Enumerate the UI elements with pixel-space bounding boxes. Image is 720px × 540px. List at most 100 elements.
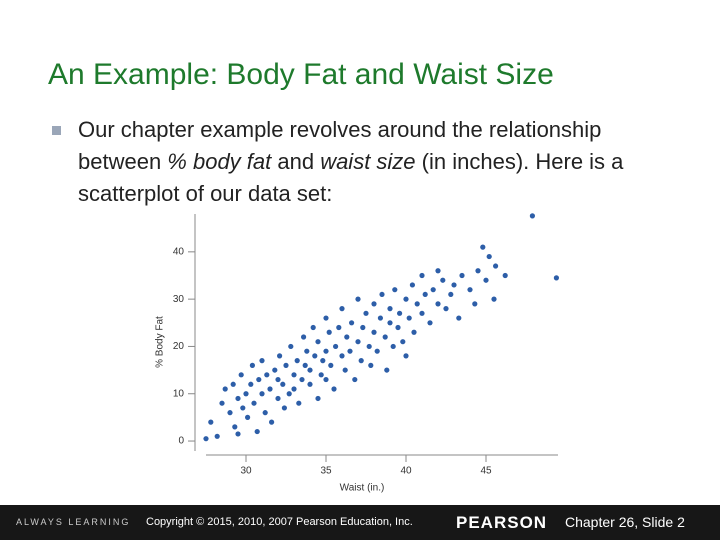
point bbox=[459, 272, 465, 279]
point bbox=[222, 386, 228, 392]
point bbox=[272, 367, 278, 373]
point bbox=[331, 386, 337, 392]
point bbox=[326, 329, 332, 335]
point bbox=[384, 367, 390, 373]
point bbox=[275, 376, 281, 383]
x-tick-label: 40 bbox=[400, 466, 412, 477]
point bbox=[349, 320, 355, 326]
point bbox=[483, 277, 489, 283]
point bbox=[219, 400, 225, 406]
point bbox=[377, 315, 383, 321]
point bbox=[395, 324, 401, 331]
text-italic: % body fat bbox=[167, 149, 272, 174]
point bbox=[366, 343, 372, 350]
y-tick-label: 10 bbox=[173, 388, 185, 399]
point bbox=[259, 391, 265, 397]
bullet-text: Our chapter example revolves around the … bbox=[78, 114, 678, 210]
point bbox=[382, 334, 388, 340]
point bbox=[235, 395, 241, 402]
point bbox=[259, 358, 265, 364]
point bbox=[435, 268, 441, 274]
bullet-marker bbox=[52, 126, 61, 135]
point bbox=[323, 376, 329, 383]
point bbox=[304, 348, 310, 354]
point bbox=[355, 296, 361, 302]
point bbox=[371, 329, 377, 335]
point bbox=[430, 287, 436, 293]
point bbox=[403, 353, 409, 359]
point bbox=[267, 386, 273, 392]
point bbox=[280, 381, 286, 387]
point bbox=[491, 296, 497, 302]
y-tick-label: 40 bbox=[173, 246, 185, 257]
point bbox=[486, 253, 492, 260]
point bbox=[440, 277, 446, 283]
point bbox=[371, 301, 377, 307]
point bbox=[248, 381, 254, 387]
point bbox=[427, 320, 433, 326]
point bbox=[403, 296, 409, 302]
point bbox=[419, 272, 425, 279]
point bbox=[277, 353, 283, 359]
point bbox=[302, 362, 308, 368]
point bbox=[328, 362, 334, 368]
point bbox=[344, 334, 350, 340]
point bbox=[203, 436, 209, 442]
point bbox=[294, 358, 300, 364]
point bbox=[387, 306, 393, 312]
point bbox=[336, 324, 342, 331]
point bbox=[411, 329, 417, 335]
text: and bbox=[271, 149, 321, 174]
slide-number: Chapter 26, Slide 2 bbox=[565, 514, 685, 530]
point bbox=[360, 324, 366, 331]
point bbox=[243, 391, 249, 397]
point bbox=[352, 376, 358, 383]
point bbox=[208, 419, 214, 425]
point bbox=[414, 301, 420, 307]
point bbox=[283, 362, 289, 368]
point bbox=[320, 358, 326, 364]
point bbox=[435, 301, 441, 307]
x-tick-label: 35 bbox=[320, 466, 332, 477]
point bbox=[493, 263, 499, 269]
footer: ALWAYS LEARNING Copyright © 2015, 2010, … bbox=[0, 505, 720, 540]
brand-tag: ALWAYS LEARNING bbox=[16, 517, 131, 527]
point bbox=[392, 287, 398, 293]
point bbox=[232, 424, 238, 430]
y-tick-label: 30 bbox=[173, 294, 185, 305]
point bbox=[275, 395, 281, 402]
point bbox=[467, 287, 473, 293]
point bbox=[502, 272, 508, 279]
y-tick-label: 0 bbox=[178, 436, 184, 447]
point bbox=[374, 348, 380, 354]
point bbox=[291, 372, 297, 378]
chart: Waist (in.) % Body Fat 0 10 20 30 40 30 35 40 45 bbox=[155, 213, 560, 494]
point bbox=[251, 400, 257, 406]
point bbox=[269, 419, 275, 425]
point bbox=[281, 405, 287, 411]
point bbox=[451, 282, 457, 288]
point bbox=[387, 320, 393, 326]
point bbox=[262, 410, 268, 416]
point bbox=[422, 291, 428, 298]
point bbox=[315, 395, 321, 402]
point bbox=[296, 400, 302, 406]
text: Our chapter example revolves around the … bbox=[78, 117, 602, 174]
point bbox=[379, 291, 385, 298]
point bbox=[400, 339, 406, 345]
point bbox=[397, 310, 403, 316]
point bbox=[214, 433, 220, 439]
point bbox=[475, 268, 481, 274]
point bbox=[245, 414, 251, 420]
point bbox=[480, 244, 486, 250]
point bbox=[390, 343, 396, 350]
point bbox=[333, 343, 339, 350]
point bbox=[368, 362, 374, 368]
point bbox=[448, 291, 454, 298]
logo: PEARSON bbox=[456, 513, 548, 532]
point bbox=[363, 310, 369, 316]
point bbox=[323, 348, 329, 354]
point bbox=[310, 324, 316, 331]
point bbox=[553, 275, 560, 281]
